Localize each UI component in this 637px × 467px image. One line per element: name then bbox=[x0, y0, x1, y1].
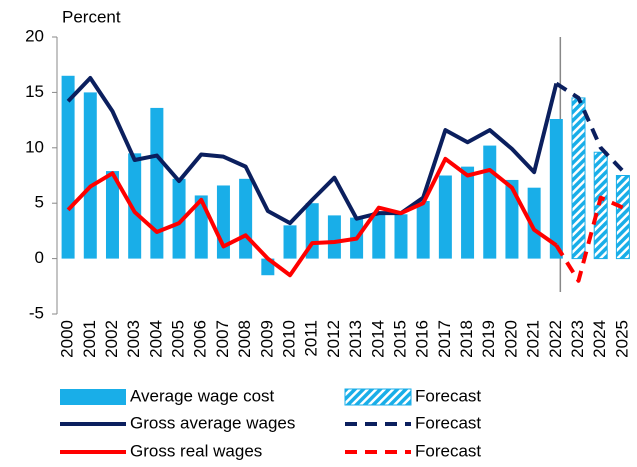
y-tick-label: 10 bbox=[25, 137, 44, 156]
line bbox=[66, 156, 558, 278]
x-tick-label: 2021 bbox=[524, 320, 543, 358]
bar bbox=[83, 92, 97, 259]
bar bbox=[571, 97, 586, 260]
x-tick-label: 2008 bbox=[235, 320, 254, 358]
x-tick-label: 2006 bbox=[191, 320, 210, 358]
bar bbox=[549, 118, 563, 259]
x-tick-label: 2000 bbox=[58, 320, 77, 358]
x-tick-label: 2013 bbox=[346, 320, 365, 358]
x-tick-label: 2007 bbox=[213, 320, 232, 358]
bar bbox=[128, 153, 142, 259]
bar bbox=[372, 212, 386, 259]
x-tick-label: 2003 bbox=[124, 320, 143, 358]
x-tick-label: 2019 bbox=[479, 320, 498, 358]
legend-label: Forecast bbox=[415, 441, 481, 460]
bar bbox=[461, 166, 475, 259]
x-tick-label: 2004 bbox=[146, 320, 165, 358]
x-tick-label: 2012 bbox=[324, 320, 343, 358]
line bbox=[555, 81, 625, 173]
bar bbox=[61, 75, 75, 259]
bar bbox=[283, 225, 297, 259]
y-tick-label: 0 bbox=[35, 248, 44, 267]
bar bbox=[615, 175, 630, 260]
legend-label: Forecast bbox=[415, 413, 481, 432]
y-axis-label: Percent bbox=[62, 7, 121, 26]
y-tick-label: -5 bbox=[29, 303, 44, 322]
bar bbox=[105, 171, 119, 259]
bar bbox=[593, 151, 608, 260]
bar bbox=[150, 107, 164, 259]
bar bbox=[172, 178, 186, 259]
bar bbox=[239, 178, 253, 259]
x-tick-label: 2002 bbox=[102, 320, 121, 358]
legend-label: Average wage cost bbox=[130, 386, 275, 405]
x-tick-label: 2018 bbox=[457, 320, 476, 358]
legend-label: Gross average wages bbox=[130, 413, 295, 432]
bar bbox=[327, 215, 341, 259]
legend-label: Forecast bbox=[415, 386, 481, 405]
y-tick-label: 15 bbox=[25, 82, 44, 101]
x-tick-label: 2020 bbox=[501, 320, 520, 358]
y-tick-label: 20 bbox=[25, 26, 44, 45]
x-tick-label: 2016 bbox=[413, 320, 432, 358]
x-tick-label: 2022 bbox=[546, 320, 565, 358]
legend-swatch bbox=[60, 389, 126, 405]
x-tick-label: 2014 bbox=[368, 320, 387, 358]
x-tick-label: 2001 bbox=[80, 320, 99, 358]
legend-label: Gross real wages bbox=[130, 441, 262, 460]
x-tick-label: 2025 bbox=[612, 320, 631, 358]
y-tick-label: 5 bbox=[35, 193, 44, 212]
x-tick-label: 2011 bbox=[302, 320, 321, 357]
x-tick-label: 2009 bbox=[257, 320, 276, 358]
line bbox=[66, 75, 559, 226]
legend-swatch bbox=[344, 388, 412, 406]
bar bbox=[438, 175, 452, 259]
x-tick-label: 2005 bbox=[169, 320, 188, 358]
bar bbox=[416, 200, 430, 259]
x-tick-label: 2010 bbox=[280, 320, 299, 358]
bar bbox=[505, 179, 519, 259]
x-tick-label: 2015 bbox=[390, 320, 409, 358]
bar bbox=[527, 187, 541, 259]
x-tick-label: 2023 bbox=[568, 320, 587, 358]
line bbox=[554, 195, 624, 283]
x-tick-label: 2024 bbox=[590, 320, 609, 358]
bar bbox=[394, 214, 408, 259]
x-tick-label: 2017 bbox=[435, 320, 454, 358]
bar bbox=[483, 145, 497, 259]
